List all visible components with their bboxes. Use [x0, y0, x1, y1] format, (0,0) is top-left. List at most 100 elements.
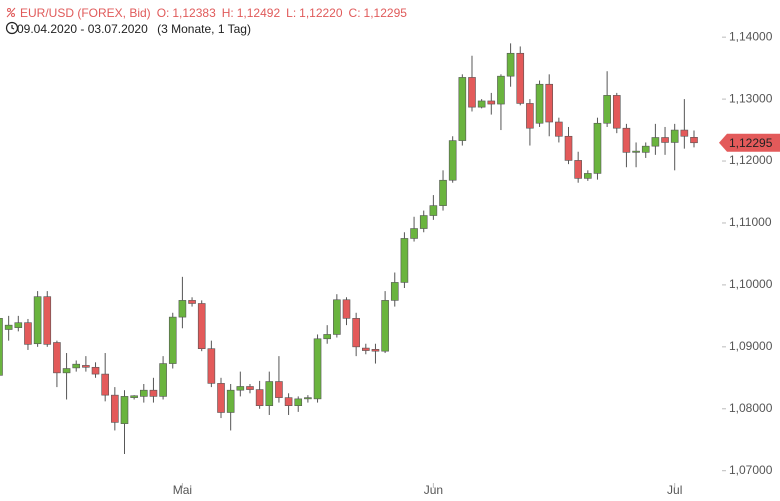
candle-body [139, 389, 148, 397]
quote-label: L: [286, 6, 297, 20]
x-tick-label: Mai [173, 483, 192, 497]
candle-body [362, 347, 370, 351]
candle-body [429, 205, 438, 216]
candle-body [101, 373, 109, 396]
icon-percent [6, 7, 16, 18]
quote-label: O: [156, 6, 170, 20]
candle-body [207, 348, 216, 384]
y-tick-label: 1,07000 [729, 463, 773, 477]
candle-body [477, 100, 486, 108]
candle-body [226, 389, 235, 413]
period: (3 Monate, 1 Tag) [157, 22, 251, 36]
candle-body [680, 129, 689, 137]
quote-value: 1,12220 [299, 6, 343, 20]
candle-body [381, 300, 389, 352]
candle-body [246, 386, 254, 390]
candle-body [217, 383, 225, 413]
y-tick-label: 1,14000 [729, 29, 773, 43]
range-line: 09.04.2020 - 03.07.2020 (3 Monate, 1 Tag… [6, 21, 419, 37]
quote-label: H: [221, 6, 234, 20]
date-range: 09.04.2020 - 03.07.2020 [17, 22, 148, 36]
x-tick-label: Jul [667, 483, 682, 497]
header: EUR/USD (FOREX, Bid) O: 1,12383 H: 1,12492 L:… [6, 5, 419, 37]
candle-body [641, 145, 650, 153]
y-tick-label: 1,13000 [729, 91, 773, 105]
candle-body [284, 397, 293, 406]
title: EUR/USD (FOREX, Bid) [20, 6, 151, 20]
x-tick-label: Jun [424, 483, 443, 497]
candle-body [371, 349, 380, 352]
y-tick-label: 1,12000 [729, 153, 773, 167]
candle-body [526, 103, 534, 129]
candle-body [178, 300, 187, 318]
quotes: O: 1,12383 H: 1,12492 L: 1,12220 C: 1,12295 [157, 6, 413, 20]
candle-body [4, 324, 13, 330]
candle-body [661, 137, 669, 143]
candle-body [564, 135, 573, 161]
candle-body [612, 95, 621, 129]
candle-body [159, 363, 167, 397]
candle-body [323, 334, 331, 340]
last-price-badge [719, 133, 780, 152]
candle-body [294, 398, 303, 406]
candle-body [632, 150, 640, 153]
candle-body [622, 127, 631, 153]
candle-body [342, 299, 351, 319]
candle-body [313, 338, 322, 400]
quote-label: C: [348, 6, 361, 20]
candle-body [91, 366, 100, 375]
quote-line: EUR/USD (FOREX, Bid) O: 1,12383 H: 1,12492 L:… [6, 5, 419, 21]
candle-body [487, 100, 496, 105]
candle-body [304, 397, 312, 400]
candle-body [188, 300, 196, 304]
candle-body [333, 299, 341, 335]
y-tick-label: 1,11000 [729, 215, 772, 229]
candle-body [651, 137, 660, 147]
candle-body [72, 363, 81, 369]
y-tick-label: 1,09000 [729, 339, 773, 353]
candle-body [670, 129, 679, 143]
candle-body [593, 122, 602, 174]
candle-body [458, 77, 467, 141]
icon-clock [5, 21, 19, 35]
candle-body [33, 296, 42, 345]
candle-body [555, 121, 563, 137]
candle-body [419, 215, 428, 229]
candle-body [545, 83, 554, 123]
candle-body [439, 179, 447, 206]
candle-body [236, 386, 245, 391]
candle-body [149, 389, 158, 397]
candle-body [352, 318, 360, 348]
candle-body [62, 368, 71, 374]
candle-body [130, 395, 138, 398]
candle-body [24, 322, 32, 345]
candle-body [111, 394, 119, 423]
last-price-label: 1,12295 [729, 136, 773, 150]
candle-body [603, 95, 611, 124]
candle-body [14, 322, 23, 328]
candle-body [535, 83, 544, 124]
candle-body [410, 228, 418, 239]
candle-body [120, 396, 129, 424]
candle-body [497, 75, 505, 105]
y-tick-label: 1,08000 [729, 401, 773, 415]
candle-body [197, 303, 206, 349]
candle-body [468, 77, 476, 108]
candle-body [53, 342, 61, 374]
candle-body [574, 160, 582, 179]
candle-body [584, 173, 592, 179]
quote-value: 1,12492 [236, 6, 281, 20]
y-tick-label: 1,10000 [729, 277, 773, 291]
quote-value: 1,12295 [363, 6, 407, 20]
candle-body [448, 140, 457, 181]
candle-body [690, 137, 698, 144]
quote-value: 1,12383 [172, 6, 216, 20]
candle-body [400, 238, 409, 283]
candle-body [43, 296, 52, 345]
candle-body [0, 318, 3, 376]
candle-body [516, 52, 525, 104]
candle-body [168, 316, 177, 364]
candle-body [255, 389, 264, 406]
candle-body [506, 52, 515, 77]
